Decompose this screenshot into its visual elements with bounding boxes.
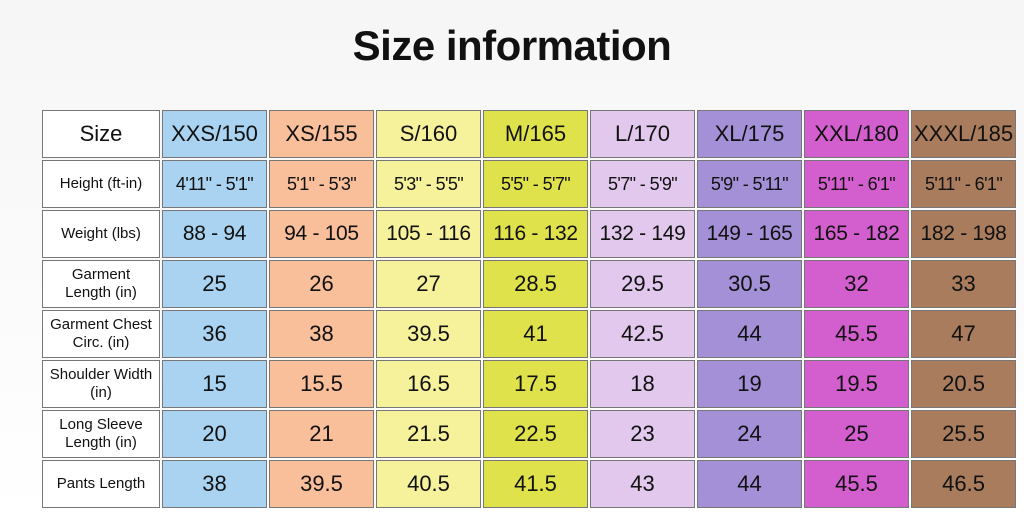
table-cell: XS/155 <box>269 110 374 158</box>
table-cell: 5'11" - 6'1" <box>804 160 909 208</box>
row-label: Garment Length (in) <box>42 260 160 308</box>
table-cell: 38 <box>162 460 267 508</box>
table-cell: 18 <box>590 360 695 408</box>
table-row: Garment Chest Circ. (in) 36 38 39.5 41 42.5 44… <box>42 310 1017 358</box>
table-row: Shoulder Width (in) 15 15.5 16.5 17.5 18 19 19.… <box>42 360 1017 408</box>
table-cell: 25.5 <box>911 410 1017 458</box>
table-cell: XXL/180 <box>804 110 909 158</box>
table-cell: 20 <box>162 410 267 458</box>
table-cell: 15.5 <box>269 360 374 408</box>
table-cell: 19 <box>697 360 802 408</box>
table-cell: 5'11" - 6'1" <box>911 160 1017 208</box>
table-cell: 15 <box>162 360 267 408</box>
table-cell: 116 - 132 <box>483 210 588 258</box>
table-row: Pants Length 38 39.5 40.5 41.5 43 44 45.5 46.5 <box>42 460 1017 508</box>
table-cell: 5'5" - 5'7" <box>483 160 588 208</box>
table-cell: 22.5 <box>483 410 588 458</box>
table-cell: XXS/150 <box>162 110 267 158</box>
table-cell: 88 - 94 <box>162 210 267 258</box>
row-label: Pants Length <box>42 460 160 508</box>
table-cell: 42.5 <box>590 310 695 358</box>
table-cell: 165 - 182 <box>804 210 909 258</box>
table-cell: 5'9" - 5'11" <box>697 160 802 208</box>
table-cell: 5'1" - 5'3" <box>269 160 374 208</box>
table-cell: XL/175 <box>697 110 802 158</box>
row-label: Height (ft-in) <box>42 160 160 208</box>
table-row: Long Sleeve Length (in) 20 21 21.5 22.5 23 24 2… <box>42 410 1017 458</box>
size-table: Size XXS/150 XS/155 S/160 M/165 L/170 XL/175 XX… <box>40 108 1018 510</box>
table-cell: 28.5 <box>483 260 588 308</box>
table-row: Size XXS/150 XS/155 S/160 M/165 L/170 XL/175 XX… <box>42 110 1017 158</box>
table-cell: 40.5 <box>376 460 481 508</box>
table-row: Garment Length (in) 25 26 27 28.5 29.5 30.5 32 3… <box>42 260 1017 308</box>
table-cell: 25 <box>804 410 909 458</box>
table-cell: 27 <box>376 260 481 308</box>
table-cell: 21.5 <box>376 410 481 458</box>
table-cell: 44 <box>697 460 802 508</box>
table-cell: 47 <box>911 310 1017 358</box>
table-cell: 44 <box>697 310 802 358</box>
table-cell: 182 - 198 <box>911 210 1017 258</box>
table-cell: 21 <box>269 410 374 458</box>
table-cell: 24 <box>697 410 802 458</box>
table-cell: 26 <box>269 260 374 308</box>
table-cell: 39.5 <box>269 460 374 508</box>
row-label: Long Sleeve Length (in) <box>42 410 160 458</box>
table-cell: 16.5 <box>376 360 481 408</box>
table-cell: 41 <box>483 310 588 358</box>
row-label: Shoulder Width (in) <box>42 360 160 408</box>
table-cell: 45.5 <box>804 310 909 358</box>
title: Size information <box>352 22 672 69</box>
table-cell: XXXL/185 <box>911 110 1017 158</box>
table-cell: 5'3" - 5'5" <box>376 160 481 208</box>
table-cell: 132 - 149 <box>590 210 695 258</box>
table-cell: 46.5 <box>911 460 1017 508</box>
table-cell: 19.5 <box>804 360 909 408</box>
table-cell: L/170 <box>590 110 695 158</box>
table-cell: 23 <box>590 410 695 458</box>
table-cell: 94 - 105 <box>269 210 374 258</box>
table-cell: 4'11" - 5'1" <box>162 160 267 208</box>
table-cell: 17.5 <box>483 360 588 408</box>
table-cell: 20.5 <box>911 360 1017 408</box>
table-cell: 30.5 <box>697 260 802 308</box>
table-cell: 36 <box>162 310 267 358</box>
row-label: Garment Chest Circ. (in) <box>42 310 160 358</box>
table-cell: S/160 <box>376 110 481 158</box>
table-cell: 41.5 <box>483 460 588 508</box>
table-cell: 105 - 116 <box>376 210 481 258</box>
table-cell: 5'7" - 5'9" <box>590 160 695 208</box>
table-cell: 33 <box>911 260 1017 308</box>
table-cell: 38 <box>269 310 374 358</box>
table-cell: 43 <box>590 460 695 508</box>
table-cell: 149 - 165 <box>697 210 802 258</box>
table-row: Height (ft-in) 4'11" - 5'1" 5'1" - 5'3" 5'3… <box>42 160 1017 208</box>
table-cell: M/165 <box>483 110 588 158</box>
row-label: Weight (lbs) <box>42 210 160 258</box>
table-cell: 25 <box>162 260 267 308</box>
table-cell: 29.5 <box>590 260 695 308</box>
table-cell: 45.5 <box>804 460 909 508</box>
table-cell: 39.5 <box>376 310 481 358</box>
row-label: Size <box>42 110 160 158</box>
table-cell: 32 <box>804 260 909 308</box>
table-row: Weight (lbs) 88 - 94 94 - 105 105 - 116 116 … <box>42 210 1017 258</box>
